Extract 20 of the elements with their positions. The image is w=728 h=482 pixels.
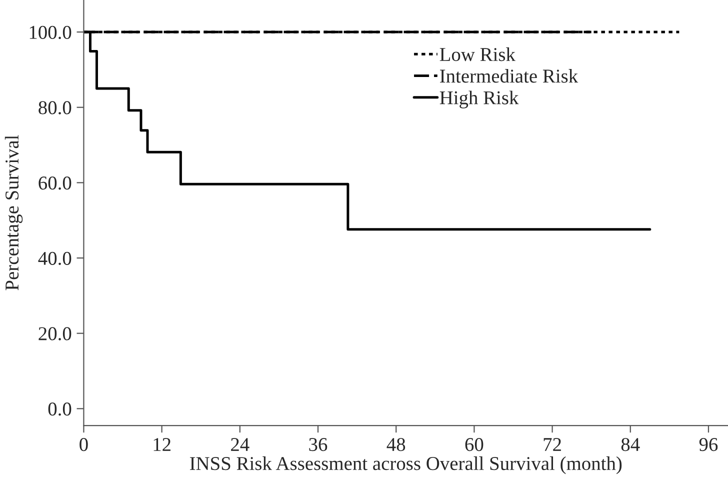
legend-label: High Risk bbox=[440, 90, 519, 108]
y-axis-title: Percentage Survival bbox=[4, 135, 23, 290]
legend-label: Low Risk bbox=[440, 47, 516, 62]
x-tick-label: 96 bbox=[699, 438, 718, 452]
x-tick-label: 0 bbox=[80, 438, 88, 452]
y-tick-label: 80.0 bbox=[38, 101, 72, 114]
x-tick-label: 72 bbox=[544, 438, 561, 451]
x-tick-label: 60 bbox=[465, 438, 484, 452]
x-tick-label: 24 bbox=[231, 438, 250, 451]
legend-label: Intermediate Risk bbox=[440, 69, 578, 83]
y-tick-label: 40.0 bbox=[38, 252, 72, 266]
x-axis-title: INSS Risk Assessment across Overall Survival (month) bbox=[190, 456, 622, 474]
x-tick-label: 12 bbox=[154, 438, 170, 451]
x-tick-label: 48 bbox=[386, 438, 406, 452]
y-tick-label: 0.0 bbox=[48, 402, 72, 416]
y-tick-label: 20.0 bbox=[38, 327, 72, 340]
y-tick-label: 60.0 bbox=[38, 176, 72, 190]
x-tick-label: 36 bbox=[309, 438, 328, 452]
y-tick-label: 100.0 bbox=[30, 26, 72, 40]
x-tick-label: 84 bbox=[621, 438, 640, 452]
